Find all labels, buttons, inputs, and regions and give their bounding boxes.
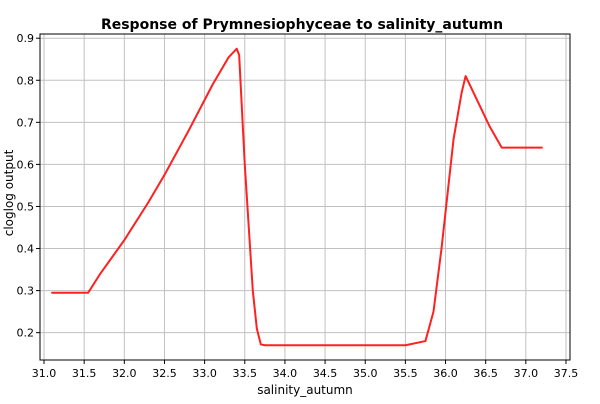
series-layer (51, 47, 543, 347)
x-tick-label: 36.0 (433, 367, 458, 380)
x-tick-label: 37.0 (514, 367, 539, 380)
y-tick-label: 0.7 (17, 116, 35, 129)
x-axis: 31.0 31.5 32.0 32.5 33.0 33.5 34.0 34.5 35.0 35.5… (32, 360, 578, 380)
y-tick-label: 0.4 (17, 243, 35, 256)
x-tick-label: 31.0 (32, 367, 57, 380)
x-tick-label: 36.5 (473, 367, 498, 380)
x-tick-label: 31.5 (72, 367, 97, 380)
plot-frame (39, 33, 571, 361)
y-tick-label: 0.2 (17, 327, 35, 340)
y-tick-label: 0.6 (17, 158, 35, 171)
x-tick-label: 32.0 (112, 367, 137, 380)
x-tick-label: 34.5 (313, 367, 338, 380)
x-tick-label: 33.0 (192, 367, 217, 380)
x-tick-label: 34.0 (273, 367, 298, 380)
grid (40, 34, 570, 360)
x-tick-label: 35.0 (353, 367, 378, 380)
chart-title: Response of Prymnesiophyceae to salinity… (101, 17, 503, 33)
y-axis-title: cloglog output (2, 149, 16, 236)
plot-area (40, 34, 570, 360)
x-tick-label: 35.5 (393, 367, 418, 380)
x-axis-title: salinity_autumn (257, 383, 353, 397)
x-tick-label: 32.5 (152, 367, 177, 380)
y-tick-label: 0.8 (17, 74, 35, 87)
y-tick-label: 0.5 (17, 200, 35, 213)
y-tick-label: 0.3 (17, 285, 35, 298)
series-line-0 (51, 47, 543, 347)
y-axis: 0.2 0.3 0.4 0.5 0.6 0.7 0.8 0.9 (17, 32, 40, 340)
x-tick-label: 33.5 (233, 367, 258, 380)
y-tick-label: 0.9 (17, 32, 35, 45)
x-tick-label: 37.5 (554, 367, 579, 380)
